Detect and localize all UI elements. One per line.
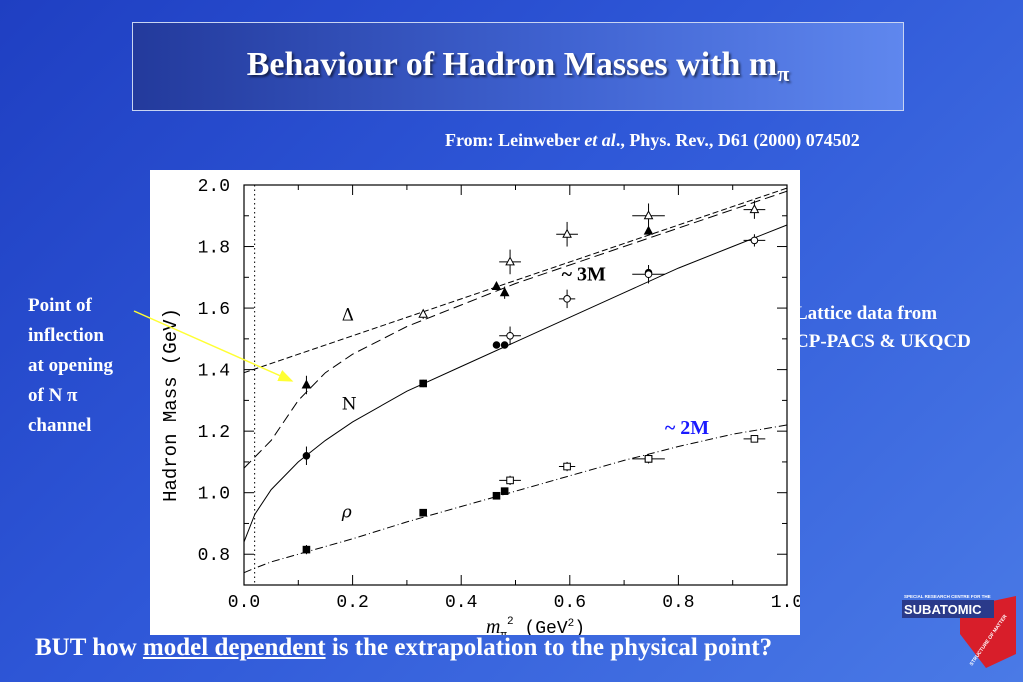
data-point: [506, 331, 514, 340]
data-point: [750, 236, 759, 245]
annotation-3m: ~ 3M: [562, 263, 606, 285]
hadron-mass-chart: 0.0 0.2 0.4 0.6 0.8 1.0 0.8 1.0 1.2 1.4 1.6 1.8 2.0 m…: [150, 170, 800, 635]
data-point: [302, 451, 311, 460]
data-point: [418, 308, 429, 318]
rho-fit: [243, 424, 788, 574]
data-point: [492, 341, 501, 349]
delta-chiral-fit: [243, 190, 788, 469]
y-tick-label: 1.8: [198, 239, 230, 259]
annotation-2m: ~ 2M: [665, 417, 709, 439]
data-point: [302, 545, 311, 554]
inflection-note-line: inflection: [28, 325, 104, 346]
x-tick-label: 0.6: [554, 593, 586, 613]
inflection-note-line: Point of: [28, 295, 92, 316]
data-point: [505, 256, 515, 266]
y-tick-label: 1.2: [198, 423, 230, 443]
subatomic-logo: SPECIAL RESEARCH CENTRE FOR THE SUBATOMI…: [898, 588, 1020, 670]
x-tick-label: 0.4: [445, 593, 477, 613]
inflection-note-line: channel: [28, 415, 92, 436]
chart-svg: 0.0 0.2 0.4 0.6 0.8 1.0 0.8 1.0 1.2 1.4 1.6 1.8 2.0 m…: [160, 177, 800, 635]
curve-label: Δ: [342, 305, 354, 325]
x-tick-label: 0.0: [228, 593, 260, 613]
y-tick-label: 1.6: [198, 300, 230, 320]
data-point: [301, 379, 312, 389]
x-tick-label: 1.0: [771, 593, 800, 613]
inflection-note-line: at opening: [28, 355, 113, 376]
inflection-note: Point of inflection at opening of N π ch…: [28, 291, 148, 441]
x-tick-label: 0.2: [336, 593, 368, 613]
nucleon-fit: [243, 224, 788, 543]
y-tick-label: 0.8: [198, 546, 230, 566]
y-tick-label: 1.0: [198, 485, 230, 505]
x-axis-label: mπ2 (GeV2): [486, 616, 585, 635]
data-point: [500, 487, 509, 495]
data-point: [643, 225, 654, 235]
delta-linear-fit: [243, 187, 788, 374]
data-point: [419, 508, 427, 517]
y-tick-label: 2.0: [198, 177, 230, 197]
data-point: [563, 462, 571, 471]
lattice-note-line: Lattice data from: [795, 303, 938, 324]
curve-label: ρ: [341, 502, 352, 522]
slide-title: Behaviour of Hadron Masses with mπ: [246, 46, 790, 86]
question-text: BUT how model dependent is the extrapola…: [35, 634, 773, 661]
citation: From: Leinweber et al., Phys. Rev., D61 …: [445, 130, 860, 150]
data-point: [562, 228, 572, 238]
y-axis-label: Hadron Mass (GeV): [160, 308, 182, 502]
data-point: [499, 287, 510, 297]
logo-word: SUBATOMIC: [904, 602, 982, 617]
lattice-note-line: CP-PACS & UKQCD: [795, 331, 971, 352]
data-point: [749, 204, 760, 214]
data-point: [644, 270, 653, 279]
title-box: Behaviour of Hadron Masses with mπ: [132, 22, 904, 111]
curve-label: N: [342, 395, 357, 415]
data-point: [644, 455, 653, 463]
x-tick-label: 0.8: [662, 593, 694, 613]
y-tick-label: 1.4: [198, 362, 230, 382]
data-point: [563, 295, 571, 303]
data-point: [506, 476, 514, 485]
data-point: [491, 280, 502, 291]
data-point: [419, 379, 427, 388]
data-point: [750, 435, 759, 443]
plot-frame: [243, 184, 788, 586]
lattice-note: Lattice data from CP-PACS & UKQCD: [795, 300, 1015, 356]
data-point: [500, 341, 509, 349]
inflection-note-line: of N π: [28, 385, 78, 406]
data-point: [643, 210, 654, 220]
data-point: [492, 491, 501, 500]
logo-top-text: SPECIAL RESEARCH CENTRE FOR THE: [904, 594, 991, 599]
